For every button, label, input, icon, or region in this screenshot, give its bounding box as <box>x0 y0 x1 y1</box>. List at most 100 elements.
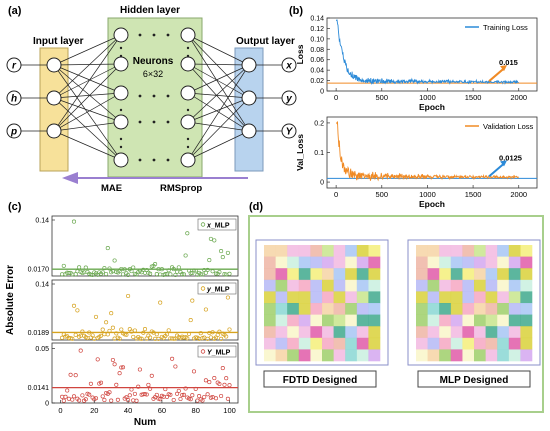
pattern-cell <box>508 314 521 327</box>
pattern-cell <box>275 256 288 269</box>
annotation-arrow <box>488 68 504 82</box>
pattern-cell <box>520 337 533 350</box>
pattern-cell <box>474 245 486 257</box>
scatter-point <box>183 386 188 391</box>
legend-suffix: _MLP <box>211 349 231 356</box>
pattern-cell <box>264 303 276 315</box>
pattern-cell <box>287 303 300 315</box>
hidden-ellipsis-dot <box>138 120 142 124</box>
scatter-point <box>173 364 178 369</box>
scatter-point <box>227 327 232 332</box>
scatter-point <box>137 336 142 341</box>
scatter-point <box>107 390 112 395</box>
scatter-point <box>198 331 203 336</box>
scatter-point <box>78 348 83 353</box>
hidden-neuron <box>180 85 196 101</box>
hidden-output-edge <box>187 63 250 99</box>
pattern-cell <box>450 349 463 362</box>
scatter-point <box>193 386 198 391</box>
scatter-point <box>102 266 107 271</box>
input-hidden-edge <box>53 130 122 161</box>
legend-box <box>197 282 237 295</box>
y-axis-label: Val_Loss <box>295 134 305 171</box>
scatter-point <box>166 392 171 397</box>
scatter-point <box>176 265 181 270</box>
scatter-point <box>173 336 178 341</box>
pattern-cell <box>427 279 440 292</box>
hidden-ellipsis-dot <box>119 145 123 149</box>
scatter-point <box>198 272 203 277</box>
scatter-point <box>68 372 73 377</box>
x-tick-label: 20 <box>90 406 98 415</box>
pattern-cell <box>298 279 311 292</box>
scatter-point <box>139 336 144 341</box>
pattern-cell <box>287 279 300 292</box>
scatter-point <box>87 392 92 397</box>
fdtd-design-frame <box>255 239 389 366</box>
pattern-cell <box>520 291 533 304</box>
mlp-label-box <box>417 370 531 388</box>
hidden-output-edge <box>187 130 250 161</box>
scatter-point <box>131 265 136 270</box>
scatter-point <box>80 393 85 398</box>
scatter-point <box>220 366 225 371</box>
pattern-cell <box>333 337 346 350</box>
scatter-point <box>212 376 217 381</box>
x-tick-label: 40 <box>124 406 132 415</box>
pattern-cell <box>508 256 521 269</box>
loss-function-label: MAE <box>101 183 122 194</box>
input-variable-node <box>6 57 22 73</box>
scatter-point <box>219 249 224 254</box>
pattern-cell <box>356 256 369 269</box>
hidden-output-edge <box>187 92 250 99</box>
x-tick-label: 0 <box>334 190 338 199</box>
pattern-cell <box>497 303 510 315</box>
pattern-cell <box>345 245 358 257</box>
scatter-point <box>88 381 93 386</box>
pattern-cell <box>508 337 521 350</box>
pattern-cell <box>287 326 300 339</box>
output-variable-node <box>281 57 297 73</box>
scatter-point <box>60 335 65 340</box>
scatter-point <box>119 365 124 370</box>
annotation-arrow <box>488 163 504 178</box>
pattern-cell <box>368 314 381 327</box>
scatter-point <box>87 330 92 335</box>
pattern-cell <box>333 256 346 269</box>
scatter-point <box>100 270 105 275</box>
input-hidden-edge <box>53 34 122 132</box>
training-loss-chart: 0 500 1000 1500 2000 0 0.02 0.04 0.06 0.08 0.10 0.1… <box>295 16 538 112</box>
pattern-cell <box>462 314 475 327</box>
loss-curves: (b) 0 500 1000 1500 2000 0 0.02 0.04 0.06 0.08 0.1… <box>289 5 538 209</box>
pattern-cell <box>275 303 288 315</box>
input-hidden-edge <box>53 63 122 66</box>
scatter-point <box>224 376 229 381</box>
scatter-point <box>95 357 100 362</box>
pattern-cell <box>497 349 510 362</box>
scatter-point <box>225 250 230 255</box>
pattern-cell <box>356 279 369 292</box>
pattern-cell <box>439 256 452 269</box>
pattern-cell <box>462 303 475 315</box>
scatter-point <box>190 298 195 303</box>
pattern-cell <box>474 314 486 327</box>
pattern-cell <box>333 303 346 315</box>
pattern-cell <box>497 268 510 281</box>
scatter-point <box>217 381 222 387</box>
scatter-point <box>215 332 220 338</box>
scatter-point <box>63 334 68 339</box>
y-tick-label: 0.14 <box>35 218 49 225</box>
y-axis-label: Loss <box>295 44 305 64</box>
fdtd-label-box <box>263 370 377 388</box>
scatter-point <box>124 332 129 337</box>
fdtd-pattern <box>264 245 381 362</box>
output-variable-node <box>281 123 297 139</box>
pattern-cell <box>356 326 369 339</box>
scatter-point <box>186 331 192 336</box>
hidden-ellipsis-dot <box>166 94 170 98</box>
pattern-cell <box>264 349 276 362</box>
scatter-point <box>217 269 222 275</box>
pattern-cell <box>474 326 486 339</box>
pattern-cell <box>322 256 334 269</box>
hidden-ellipsis-dot <box>138 94 142 98</box>
